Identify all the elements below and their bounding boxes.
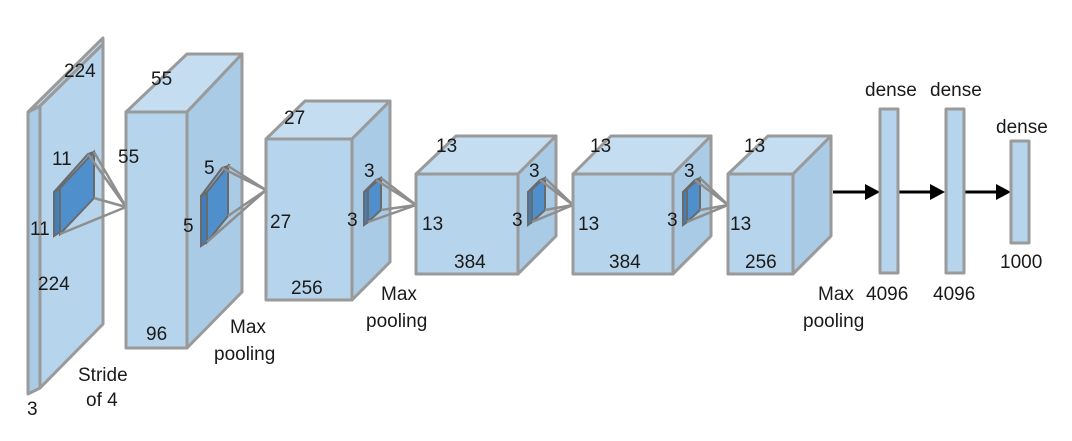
conv3-height-label: 13: [422, 214, 443, 235]
conv5-depth-label: 256: [745, 252, 777, 273]
input-depth-label: 3: [27, 399, 38, 420]
conv5-block: 13 13 256 Max pooling: [726, 134, 864, 332]
dense3-title: dense: [996, 117, 1048, 138]
input-kernel-projection: [59, 151, 128, 236]
conv1-kernel-width-label: 5: [204, 158, 215, 179]
conv3-block: 13 13 384 3 3: [414, 134, 574, 276]
input-height-label: 224: [38, 274, 70, 295]
conv1-kernel-projection: [206, 164, 267, 243]
conv1-front-face: [124, 110, 189, 350]
conv4-block: 13 13 384 3 3: [571, 134, 729, 276]
conv1-depth-label: 96: [146, 324, 167, 345]
arrow-conv5-to-dense1: [833, 184, 880, 200]
input-width-label: 224: [64, 61, 96, 82]
conv3-width-label: 13: [436, 136, 457, 157]
dense1-title: dense: [865, 80, 917, 101]
conv2-depth-label: 256: [291, 278, 323, 299]
conv1-width-label: 55: [151, 69, 172, 90]
conv4-front-face: [571, 172, 675, 276]
maxpool1-label-line1: Max: [230, 317, 266, 338]
conv5-height-label: 13: [730, 214, 751, 235]
conv5-front-face: [726, 172, 795, 276]
conv4-width-label: 13: [590, 136, 611, 157]
maxpool3-label-line1: Max: [818, 284, 854, 305]
maxpool1-label-line2: pooling: [214, 344, 275, 365]
stride-label-line2: of 4: [86, 390, 118, 411]
conv1-block: 55 55 96 5 5 Max pooling: [118, 52, 275, 365]
conv2-block: 27 27 256 3 3 Max pooling: [264, 99, 427, 332]
dense2-bar: [944, 107, 966, 275]
conv3-kernel-width-label: 3: [529, 161, 540, 182]
conv4-height-label: 13: [578, 214, 599, 235]
conv4-kernel-height-label: 3: [667, 210, 678, 231]
maxpool2-label-line2: pooling: [366, 311, 427, 332]
input-kernel-width-label: 11: [52, 149, 72, 170]
conv3-front-face: [414, 172, 520, 276]
maxpool2-label-line1: Max: [381, 284, 417, 305]
dense1-size-label: 4096: [866, 284, 908, 305]
dense-layer-3: dense 1000: [996, 117, 1048, 273]
conv1-kernel-height-label: 5: [183, 216, 194, 237]
arrow-dense1-to-dense2: [899, 184, 945, 200]
dense1-bar: [878, 107, 900, 275]
stride-label-line1: Stride: [78, 365, 128, 386]
input-layer-block: 224 224 3 11 11 Stride of 4: [26, 36, 128, 420]
conv2-kernel-width-label: 3: [364, 161, 375, 182]
conv4-depth-label: 384: [609, 252, 641, 273]
maxpool3-label-line2: pooling: [803, 311, 864, 332]
input-side-face: [26, 104, 42, 396]
conv3-depth-label: 384: [454, 252, 486, 273]
dense-layer-1: dense 4096: [865, 80, 917, 305]
arrow-dense2-to-dense3: [964, 184, 1011, 200]
dense2-title: dense: [930, 80, 982, 101]
conv2-width-label: 27: [284, 108, 305, 129]
conv2-front-face: [264, 137, 354, 302]
conv2-kernel-projection: [367, 177, 417, 224]
conv2-height-label: 27: [270, 212, 291, 233]
dense3-bar: [1009, 139, 1031, 245]
conv3-kernel-height-label: 3: [512, 210, 523, 231]
dense3-size-label: 1000: [1000, 252, 1042, 273]
dense2-size-label: 4096: [933, 284, 975, 305]
conv2-kernel-height-label: 3: [347, 210, 358, 231]
conv3-kernel-projection: [531, 177, 574, 224]
conv1-height-label: 55: [118, 147, 139, 168]
dense-layer-2: dense 4096: [930, 80, 982, 305]
conv4-kernel-projection: [686, 177, 729, 224]
conv5-width-label: 13: [744, 136, 765, 157]
input-kernel-height-label: 11: [30, 219, 50, 240]
conv4-kernel-width-label: 3: [684, 161, 695, 182]
